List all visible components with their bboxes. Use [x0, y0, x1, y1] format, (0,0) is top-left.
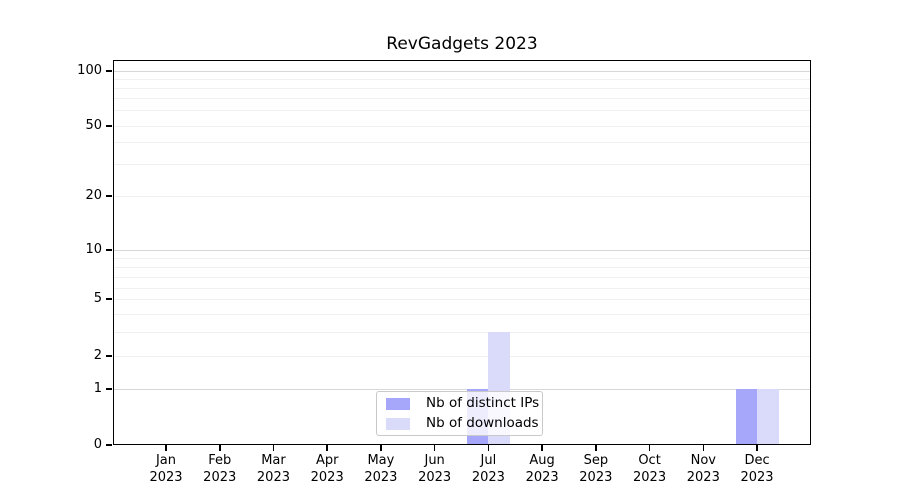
y-tick-label-5: 5	[93, 291, 102, 306]
minor-gridline	[113, 110, 811, 111]
minor-gridline	[113, 288, 811, 289]
bar-dec-downloads	[757, 389, 779, 444]
x-tick-mark	[218, 445, 221, 451]
y-tick-mark	[106, 249, 112, 251]
minor-gridline	[113, 79, 811, 80]
minor-gridline	[113, 258, 811, 259]
major-gridline	[113, 250, 811, 251]
x-tick-mark	[326, 445, 328, 451]
x-tick-label-nov: Nov 2023	[686, 453, 720, 485]
x-tick-label-sep: Sep 2023	[579, 453, 613, 485]
x-tick-label-apr: Apr 2023	[310, 453, 344, 485]
y-tick-mark	[106, 388, 112, 390]
minor-gridline	[113, 332, 811, 333]
y-tick-label-50: 50	[85, 118, 102, 133]
legend-label: Nb of downloads	[426, 415, 539, 431]
x-tick-mark	[165, 445, 167, 451]
legend-swatch-distinct-ips	[386, 397, 410, 410]
x-tick-label-jul: Jul 2023	[471, 453, 505, 485]
x-tick-mark	[433, 445, 436, 451]
x-tick-label-may: May 2023	[364, 453, 398, 485]
x-tick-mark	[702, 445, 705, 451]
plot-area	[113, 60, 811, 445]
minor-gridline	[113, 314, 811, 315]
x-tick-mark	[595, 445, 597, 451]
x-tick-label-jun: Jun 2023	[418, 453, 452, 485]
y-tick-label-100: 100	[77, 63, 102, 78]
x-tick-mark	[648, 445, 651, 451]
minor-gridline	[113, 356, 811, 357]
major-gridline	[113, 389, 811, 390]
minor-gridline	[113, 277, 811, 278]
minor-gridline	[113, 299, 811, 300]
x-tick-label-dec: Dec 2023	[740, 453, 774, 485]
x-tick-mark	[380, 445, 382, 451]
x-tick-mark	[272, 445, 275, 451]
y-tick-label-20: 20	[85, 188, 102, 203]
y-tick-label-10: 10	[85, 242, 102, 257]
legend: Nb of distinct IPs Nb of downloads	[376, 391, 543, 436]
minor-gridline	[113, 196, 811, 197]
y-tick-mark	[106, 444, 112, 446]
y-tick-mark	[106, 70, 112, 72]
x-tick-label-aug: Aug 2023	[525, 453, 559, 485]
x-tick-label-mar: Mar 2023	[256, 453, 290, 485]
y-tick-mark	[106, 298, 112, 300]
x-tick-label-jan: Jan 2023	[149, 453, 183, 485]
x-tick-mark	[756, 445, 758, 451]
legend-item-distinct-ips: Nb of distinct IPs	[386, 395, 542, 412]
x-tick-label-feb: Feb 2023	[203, 453, 237, 485]
minor-gridline	[113, 267, 811, 268]
minor-gridline	[113, 142, 811, 143]
y-tick-label-2: 2	[93, 348, 102, 363]
x-tick-mark	[487, 445, 490, 451]
y-tick-mark	[106, 125, 112, 127]
minor-gridline	[113, 88, 811, 89]
legend-swatch-downloads	[386, 417, 410, 430]
minor-gridline	[113, 126, 811, 127]
major-gridline	[113, 71, 811, 72]
legend-label: Nb of distinct IPs	[426, 395, 540, 411]
legend-item-downloads: Nb of downloads	[386, 415, 542, 432]
bar-dec-distinct-ips	[735, 389, 758, 444]
y-tick-label-0: 0	[93, 437, 102, 452]
y-tick-mark	[106, 355, 112, 357]
minor-gridline	[113, 164, 811, 165]
x-tick-label-oct: Oct 2023	[633, 453, 667, 485]
y-tick-mark	[106, 195, 112, 197]
y-tick-label-1: 1	[93, 381, 102, 396]
x-tick-mark	[541, 445, 543, 451]
chart-title: RevGadgets 2023	[386, 34, 538, 54]
minor-gridline	[113, 98, 811, 99]
